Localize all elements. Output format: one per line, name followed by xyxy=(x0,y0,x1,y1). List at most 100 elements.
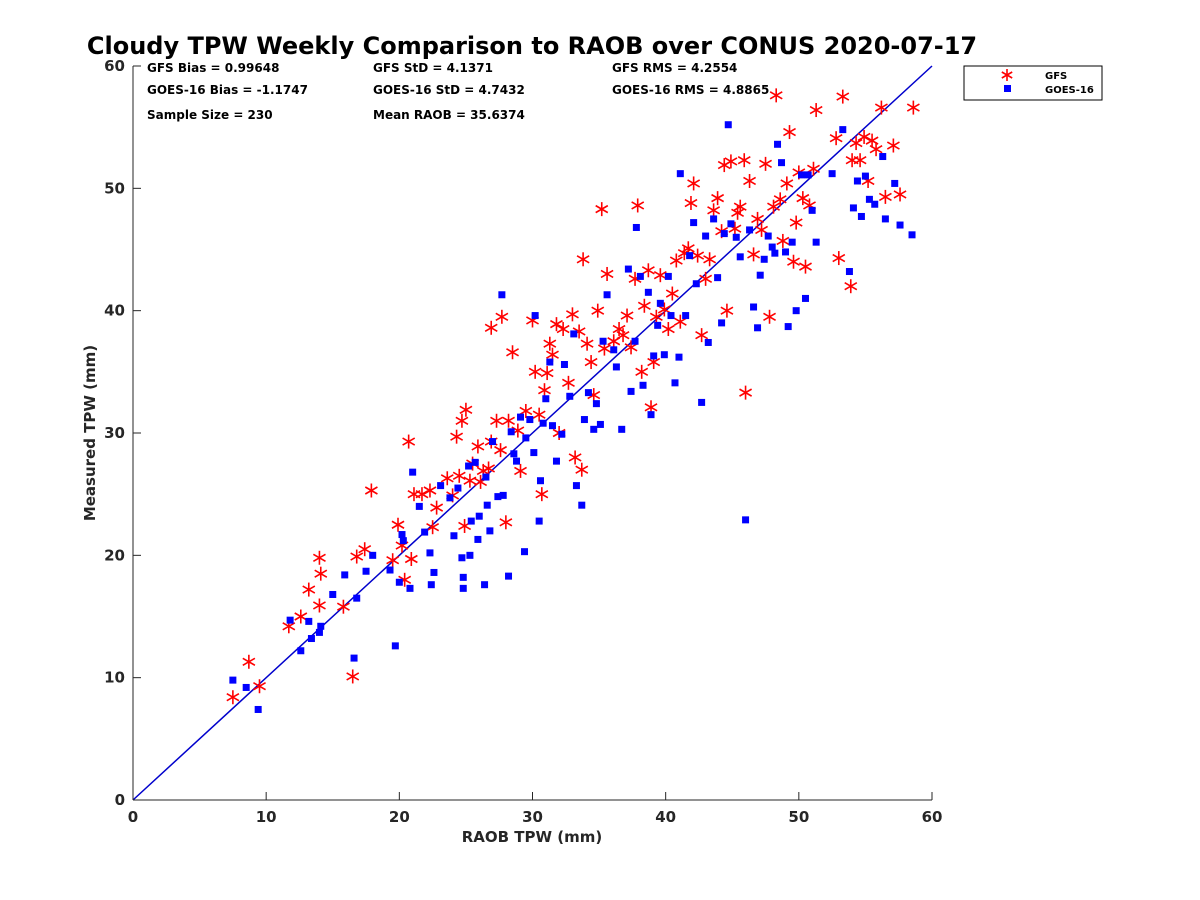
goes16-point xyxy=(784,323,792,331)
goes16-point xyxy=(548,422,556,430)
goes16-point xyxy=(542,395,550,403)
x-tick-label: 40 xyxy=(655,808,676,826)
goes16-point xyxy=(804,171,812,179)
gfs-point xyxy=(635,364,649,379)
gfs-point xyxy=(687,176,701,191)
goes16-series xyxy=(229,121,916,713)
gfs-point xyxy=(430,500,444,515)
gfs-point xyxy=(294,609,308,624)
x-axis-label: RAOB TPW (mm) xyxy=(462,828,603,846)
gfs-point xyxy=(649,309,663,324)
legend-gfs-label: GFS xyxy=(1045,71,1067,82)
goes16-point xyxy=(526,416,534,424)
gfs-point xyxy=(499,515,513,530)
goes16-point xyxy=(535,517,543,525)
goes16-point xyxy=(896,221,904,229)
goes16-point xyxy=(483,501,491,509)
goes16-point xyxy=(828,170,836,178)
stat-goes-bias: GOES-16 Bias = -1.1747 xyxy=(147,83,308,97)
gfs-point xyxy=(747,247,761,262)
gfs-point xyxy=(776,233,790,248)
gfs-point xyxy=(440,471,454,486)
goes16-point xyxy=(865,195,873,203)
goes16-point xyxy=(369,551,377,559)
stats-annotations: GFS Bias = 0.99648 GFS StD = 4.1371 GFS … xyxy=(147,61,769,122)
gfs-point xyxy=(568,450,582,465)
goes16-point xyxy=(801,294,809,302)
goes16-point xyxy=(774,140,782,148)
goes16-point xyxy=(286,616,294,624)
y-tick-label: 40 xyxy=(104,302,125,320)
gfs-point xyxy=(720,303,734,318)
gfs-point xyxy=(336,599,350,614)
goes16-point xyxy=(760,255,768,263)
gfs-point xyxy=(906,100,920,115)
goes16-point xyxy=(486,527,494,535)
goes16-point xyxy=(710,215,718,223)
legend-gfs-asterisk xyxy=(1001,69,1013,81)
goes16-point xyxy=(871,200,879,208)
gfs-point xyxy=(809,103,823,118)
gfs-point xyxy=(707,203,721,218)
goes16-point xyxy=(475,512,483,520)
goes16-point xyxy=(742,516,750,524)
chart-title: Cloudy TPW Weekly Comparison to RAOB ove… xyxy=(87,32,977,60)
goes16-point xyxy=(839,126,847,134)
goes16-point xyxy=(756,271,764,279)
y-tick-label: 0 xyxy=(115,791,125,809)
gfs-point xyxy=(665,286,679,301)
goes16-point xyxy=(788,238,796,246)
goes16-point xyxy=(297,647,305,655)
y-tick-label: 60 xyxy=(104,57,125,75)
goes16-point xyxy=(570,330,578,338)
stat-sample-size: Sample Size = 230 xyxy=(147,108,273,122)
goes16-point xyxy=(686,252,694,260)
x-tick-label: 20 xyxy=(389,808,410,826)
gfs-point xyxy=(653,268,667,283)
goes16-point xyxy=(552,457,560,465)
goes16-point xyxy=(578,501,586,509)
legend-box xyxy=(963,65,1103,101)
goes16-point xyxy=(531,312,539,320)
gfs-point xyxy=(878,189,892,204)
gfs-point xyxy=(783,125,796,140)
goes16-point xyxy=(720,230,728,238)
goes16-point xyxy=(584,389,592,397)
goes16-point xyxy=(446,494,454,502)
gfs-point xyxy=(242,654,256,669)
goes16-point xyxy=(881,215,889,223)
goes16-point xyxy=(891,179,899,187)
y-axis-label: Measured TPW (mm) xyxy=(81,345,99,521)
goes16-point xyxy=(566,392,574,400)
gfs-point xyxy=(490,413,504,428)
gfs-point xyxy=(364,483,378,498)
stat-gfs-std: GFS StD = 4.1371 xyxy=(373,61,493,75)
goes16-point xyxy=(861,172,869,180)
goes16-point xyxy=(409,468,417,476)
gfs-point xyxy=(550,317,563,332)
goes16-point xyxy=(499,491,507,499)
gfs-point xyxy=(402,434,416,449)
legend-goes16-marker xyxy=(1004,85,1011,92)
gfs-point xyxy=(853,153,867,168)
gfs-point xyxy=(844,279,858,294)
gfs-point xyxy=(799,259,812,274)
goes16-point xyxy=(474,535,482,543)
gfs-point xyxy=(869,142,883,157)
y-tick-label: 20 xyxy=(104,546,125,564)
goes16-point xyxy=(718,319,726,327)
goes16-point xyxy=(671,379,679,387)
gfs-point xyxy=(691,248,705,263)
gfs-point xyxy=(302,582,316,597)
goes16-point xyxy=(778,159,786,167)
gfs-point xyxy=(350,549,364,564)
gfs-point xyxy=(711,191,725,206)
goes16-point xyxy=(329,590,337,598)
goes16-point xyxy=(450,532,458,540)
gfs-point xyxy=(459,402,473,417)
stat-goes-rms: GOES-16 RMS = 4.8865 xyxy=(612,83,769,97)
goes16-point xyxy=(636,272,644,280)
goes16-point xyxy=(426,549,434,557)
gfs-point xyxy=(829,131,843,146)
gfs-point xyxy=(312,550,326,565)
